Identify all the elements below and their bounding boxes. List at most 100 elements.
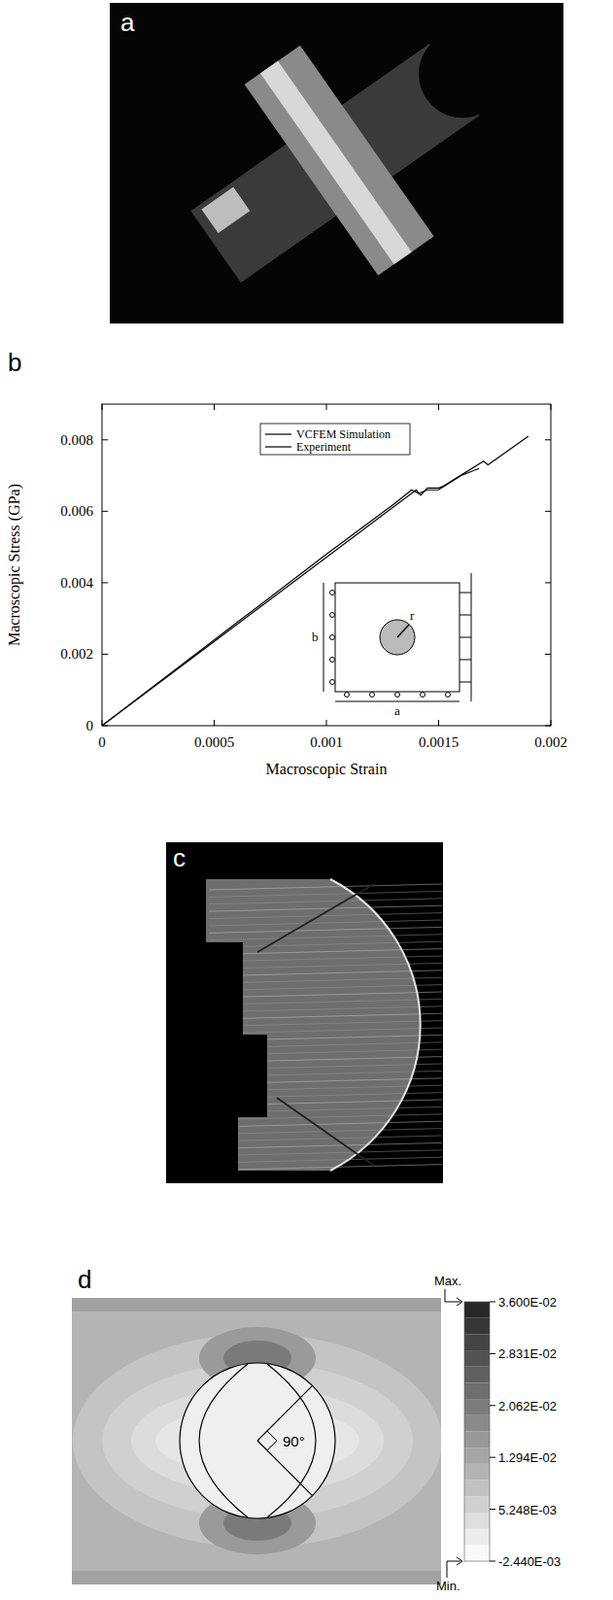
load-arrow xyxy=(459,637,472,639)
colorbar-label: 2.831E-02 xyxy=(498,1346,557,1362)
inset-radius xyxy=(397,624,409,638)
roller xyxy=(330,657,336,663)
max-label: Max. xyxy=(434,1273,462,1289)
max-arrow xyxy=(444,1289,463,1306)
roller xyxy=(445,692,451,698)
colorbar-tick xyxy=(489,1457,496,1459)
colorbar-band xyxy=(464,1529,490,1546)
specimen-highlight xyxy=(260,61,412,265)
colorbar-label: 3.600E-02 xyxy=(498,1294,557,1310)
inset-label: r xyxy=(409,608,415,623)
panel-label: d xyxy=(77,1264,92,1295)
texture xyxy=(208,1135,443,1142)
texture xyxy=(208,998,443,1005)
crack-line xyxy=(276,1097,375,1166)
colorbar-label: -2.440E-03 xyxy=(498,1554,561,1569)
angle-mark xyxy=(267,1430,277,1451)
series-line xyxy=(102,468,479,726)
colorbar-tick xyxy=(489,1508,496,1510)
y-tick xyxy=(544,439,551,441)
interface-arc xyxy=(330,879,421,1171)
colorbar-band xyxy=(464,1318,490,1335)
dim-b xyxy=(323,582,325,692)
texture xyxy=(208,905,443,912)
colorbar-band xyxy=(464,1333,490,1351)
load-arrow xyxy=(459,592,472,594)
x-axis-title: Macroscopic Strain xyxy=(266,760,388,779)
panel-label: b xyxy=(7,347,22,377)
texture xyxy=(208,962,443,969)
texture xyxy=(208,1142,443,1149)
inset-label: a xyxy=(394,703,401,718)
texture xyxy=(208,1164,443,1171)
plot-frame xyxy=(102,404,551,726)
field-bg xyxy=(71,1297,442,1585)
inclusion xyxy=(179,1362,336,1519)
y-tick-label: 0.004 xyxy=(60,575,94,591)
texture xyxy=(208,934,443,941)
field-band xyxy=(71,1297,442,1312)
x-tick-label: 0.001 xyxy=(309,734,343,750)
min-arrow xyxy=(446,1557,463,1578)
texture xyxy=(208,898,443,905)
specimen-edge xyxy=(201,187,250,235)
angle-label: 90° xyxy=(282,1432,306,1450)
roller xyxy=(395,692,401,698)
x-tick xyxy=(213,404,215,410)
inset-inclusion xyxy=(379,619,415,655)
y-tick xyxy=(544,725,551,727)
x-tick xyxy=(550,719,552,726)
specimen-notch xyxy=(401,13,523,136)
x-tick xyxy=(102,404,103,410)
inset-cell xyxy=(335,582,460,692)
colorbar-band xyxy=(464,1464,490,1481)
x-tick-label: 0.0015 xyxy=(418,734,459,750)
colorbar-tick xyxy=(489,1404,496,1406)
photo-a xyxy=(109,2,564,324)
texture xyxy=(208,890,443,897)
roller xyxy=(420,692,426,698)
y-tick xyxy=(544,510,551,512)
colorbar-label: 1.294E-02 xyxy=(498,1450,557,1465)
crack-line xyxy=(257,884,375,953)
x-tick xyxy=(550,404,552,410)
legend-swatch xyxy=(265,445,292,447)
texture xyxy=(208,1121,443,1127)
y-tick-label: 0 xyxy=(86,717,95,734)
colorbar-label: 2.062E-02 xyxy=(498,1398,557,1414)
y-tick-label: 0.002 xyxy=(60,646,94,662)
legend-label: Experiment xyxy=(296,440,352,454)
x-tick xyxy=(326,719,328,726)
roller xyxy=(330,613,336,618)
load-arrow xyxy=(459,681,472,683)
debond-arc xyxy=(267,1363,316,1518)
y-tick xyxy=(102,439,108,441)
texture xyxy=(208,985,443,991)
field-lobe xyxy=(72,1333,442,1548)
colorbar-band xyxy=(464,1480,490,1498)
y-tick xyxy=(544,653,551,655)
colorbar-band xyxy=(464,1496,490,1513)
field-band xyxy=(71,1570,442,1585)
roller xyxy=(330,590,336,596)
y-tick xyxy=(102,510,108,512)
colorbar-band xyxy=(464,1366,490,1384)
load-line xyxy=(471,573,473,702)
colorbar-tick xyxy=(489,1301,496,1303)
lines xyxy=(102,436,529,726)
x-tick xyxy=(438,719,440,726)
colorbar-band xyxy=(464,1544,490,1562)
mask xyxy=(166,879,268,1176)
y-axis-title: Macroscopic Stress (GPa) xyxy=(5,483,24,647)
roller xyxy=(370,692,375,698)
contour-field xyxy=(71,1297,442,1585)
field-lobe xyxy=(102,1362,413,1519)
colorbar-band xyxy=(464,1447,490,1465)
roller xyxy=(330,680,336,685)
y-tick-label: 0.008 xyxy=(60,432,94,448)
texture xyxy=(208,941,443,948)
texture xyxy=(208,970,443,977)
panel-label: a xyxy=(120,7,136,37)
colorbar-label: 5.248E-03 xyxy=(498,1502,557,1518)
load-arrow xyxy=(459,659,472,661)
